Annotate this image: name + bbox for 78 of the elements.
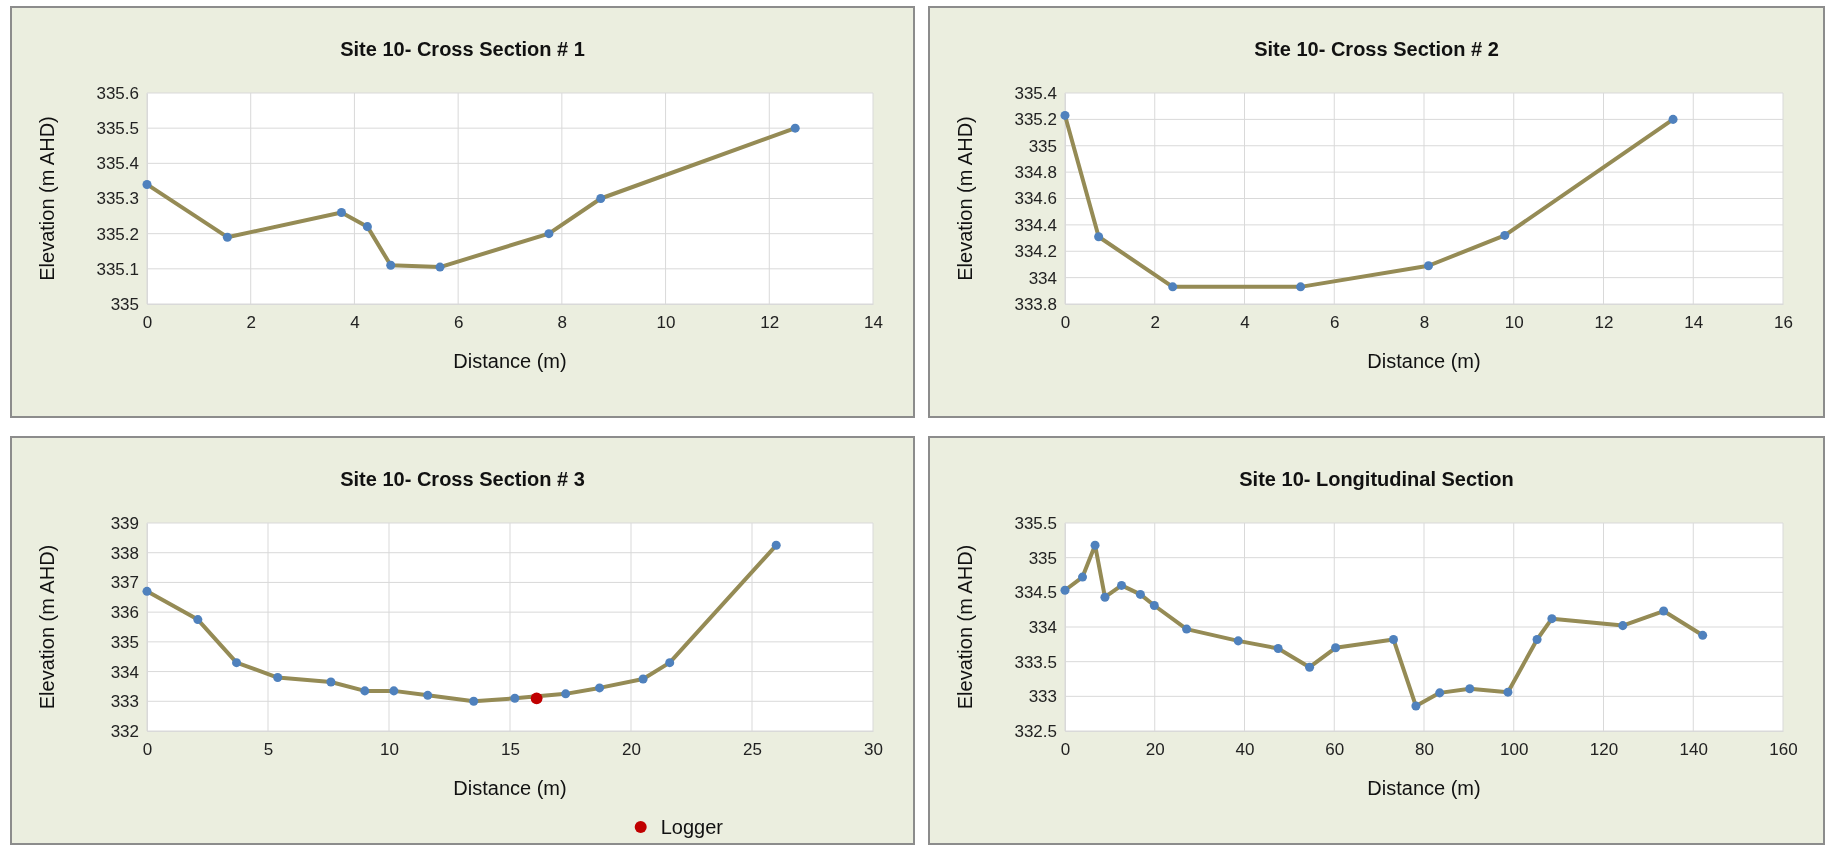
x-axis-title: Distance (m) (453, 350, 567, 372)
chart-title: Site 10- Longitudinal Section (1239, 468, 1514, 490)
x-tick-label: 14 (1684, 313, 1704, 333)
y-tick-label: 335.5 (96, 119, 139, 139)
y-tick-label: 335 (110, 294, 139, 314)
x-tick-label: 140 (1679, 740, 1708, 760)
x-tick-label: 8 (557, 313, 568, 333)
y-tick-label: 335.4 (96, 154, 139, 174)
y-tick-label: 332.5 (1014, 721, 1057, 741)
y-tick-label: 335.5 (1014, 513, 1057, 533)
y-tick-label: 335.6 (96, 83, 139, 103)
y-tick-label: 338 (110, 543, 139, 563)
x-tick-label: 14 (864, 313, 883, 333)
y-tick-label: 333 (110, 692, 139, 712)
y-tick-label: 334 (1028, 268, 1057, 288)
y-axis-title: Elevation (m AHD) (954, 544, 976, 710)
y-tick-label: 333.5 (1014, 652, 1057, 672)
x-tick-label: 10 (656, 313, 676, 333)
x-tick-label: 2 (246, 313, 256, 333)
y-tick-label: 335 (1028, 136, 1057, 156)
chart-title: Site 10- Cross Section # 1 (340, 38, 585, 60)
y-tick-label: 335.1 (96, 259, 139, 279)
x-tick-label: 30 (864, 740, 883, 760)
x-tick-label: 12 (760, 313, 780, 333)
x-tick-label: 2 (1150, 313, 1160, 333)
x-tick-label: 6 (1330, 313, 1340, 333)
x-axis-title: Distance (m) (453, 777, 567, 799)
x-tick-label: 16 (1774, 313, 1793, 333)
x-tick-label: 6 (453, 313, 464, 333)
x-tick-label: 80 (1415, 740, 1434, 760)
y-tick-label: 335 (110, 632, 139, 652)
x-tick-label: 0 (142, 740, 153, 760)
legend-label: Logger (660, 816, 724, 838)
x-tick-label: 20 (1145, 740, 1165, 760)
x-tick-label: 10 (380, 740, 399, 760)
y-tick-label: 332 (110, 721, 139, 741)
x-tick-label: 25 (743, 740, 762, 760)
x-tick-label: 0 (142, 313, 153, 333)
x-tick-label: 0 (1060, 313, 1071, 333)
point (530, 692, 543, 705)
x-tick-label: 12 (1594, 313, 1614, 333)
x-tick-label: 40 (1235, 740, 1255, 760)
y-tick-label: 334.8 (1014, 163, 1057, 183)
x-tick-label: 120 (1589, 740, 1619, 760)
x-tick-label: 4 (1240, 313, 1250, 333)
y-tick-label: 335.2 (1014, 110, 1057, 130)
x-tick-label: 4 (350, 313, 360, 333)
y-axis-title: Elevation (m AHD) (36, 116, 58, 281)
x-tick-label: 60 (1325, 740, 1345, 760)
x-tick-label: 10 (1504, 313, 1524, 333)
y-axis-title: Elevation (m AHD) (36, 544, 58, 710)
y-tick-label: 335.4 (1014, 83, 1057, 103)
x-tick-label: 8 (1419, 313, 1430, 333)
y-tick-label: 334.5 (1014, 583, 1057, 603)
x-tick-label: 0 (1060, 740, 1071, 760)
y-tick-label: 337 (110, 573, 139, 593)
x-axis-title: Distance (m) (1367, 777, 1481, 799)
y-tick-label: 334.4 (1014, 215, 1057, 235)
x-tick-label: 100 (1500, 740, 1529, 760)
y-tick-label: 336 (110, 603, 139, 623)
y-tick-label: 334.6 (1014, 189, 1057, 209)
y-tick-label: 334 (110, 662, 139, 682)
y-tick-label: 339 (110, 513, 139, 533)
x-tick-label: 15 (501, 740, 520, 760)
y-tick-label: 333.8 (1014, 294, 1057, 314)
y-tick-label: 335.2 (96, 224, 139, 244)
y-axis-title: Elevation (m AHD) (954, 116, 976, 281)
x-tick-label: 160 (1769, 740, 1798, 760)
x-tick-label: 20 (622, 740, 641, 760)
y-tick-label: 333 (1028, 687, 1057, 707)
x-axis-title: Distance (m) (1367, 350, 1481, 372)
x-tick-label: 5 (263, 740, 274, 760)
y-tick-label: 335 (1028, 548, 1057, 568)
y-tick-label: 334 (1028, 617, 1057, 637)
y-tick-label: 334.2 (1014, 242, 1057, 262)
chart-title: Site 10- Cross Section # 2 (1254, 38, 1499, 60)
y-tick-label: 335.3 (96, 189, 139, 209)
chart-title: Site 10- Cross Section # 3 (340, 468, 585, 490)
